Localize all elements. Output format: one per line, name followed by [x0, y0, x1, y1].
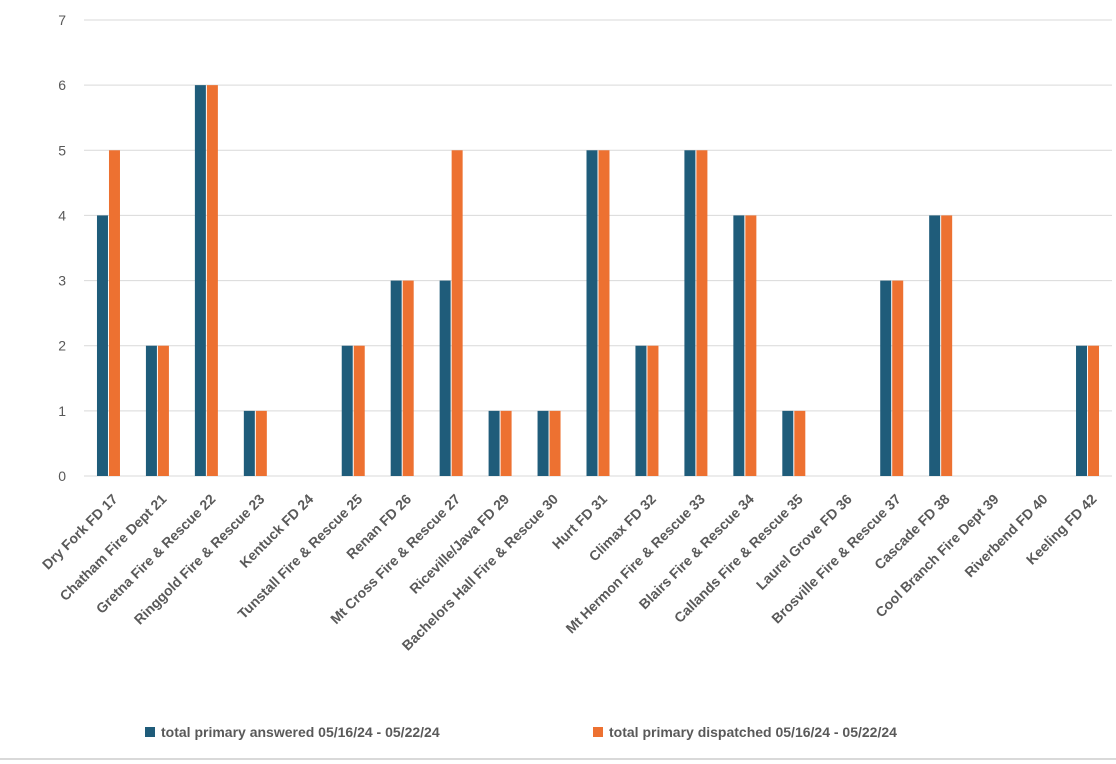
bar-answered: [684, 150, 696, 477]
bar-dispatched: [696, 150, 708, 477]
bar-dispatched: [1088, 345, 1100, 476]
bar-dispatched: [255, 410, 267, 476]
bar-answered: [145, 345, 157, 476]
bars: [96, 85, 1100, 477]
legend-swatch: [145, 727, 155, 737]
bottom-border: [0, 758, 1116, 760]
bar-dispatched: [157, 345, 169, 476]
bar-answered: [194, 85, 206, 477]
y-tick-label: 5: [58, 142, 66, 158]
bar-dispatched: [549, 410, 561, 476]
bar-answered: [635, 345, 647, 476]
bar-dispatched: [451, 150, 463, 477]
y-tick-label: 3: [58, 273, 66, 289]
bar-dispatched: [206, 85, 218, 477]
gridlines: [84, 19, 1112, 477]
bar-answered: [439, 280, 451, 476]
bar-dispatched: [941, 215, 953, 476]
legend-label: total primary dispatched 05/16/24 - 05/2…: [609, 724, 897, 740]
bar-dispatched: [402, 280, 414, 476]
y-tick-label: 4: [58, 207, 66, 223]
bar-answered: [390, 280, 402, 476]
bar-answered: [586, 150, 598, 477]
bar-answered: [488, 410, 500, 476]
y-axis-ticks: 0 1 2 3 4 5 6 7: [58, 12, 66, 484]
bar-answered: [1076, 345, 1088, 476]
bar-dispatched: [598, 150, 610, 477]
bar-dispatched: [892, 280, 904, 476]
x-tick-label: Laurel Grove FD 36: [753, 491, 855, 593]
y-tick-label: 1: [58, 403, 66, 419]
bar-dispatched: [794, 410, 806, 476]
x-tick-label: Riverbend FD 40: [961, 491, 1051, 581]
legend-label: total primary answered 05/16/24 - 05/22/…: [161, 724, 440, 740]
y-tick-label: 2: [58, 338, 66, 354]
bar-answered: [782, 410, 794, 476]
bar-answered: [537, 410, 549, 476]
bar-answered: [243, 410, 255, 476]
bar-answered: [96, 215, 108, 476]
bar-dispatched: [500, 410, 512, 476]
bar-answered: [880, 280, 892, 476]
y-tick-label: 0: [58, 468, 66, 484]
bar-dispatched: [745, 215, 757, 476]
y-tick-label: 6: [58, 77, 66, 93]
bar-answered: [341, 345, 353, 476]
bar-answered: [929, 215, 941, 476]
bar-answered: [733, 215, 745, 476]
bar-dispatched: [353, 345, 365, 476]
bar-dispatched: [108, 150, 120, 477]
bar-dispatched: [647, 345, 659, 476]
y-tick-label: 7: [58, 12, 66, 28]
legend: total primary answered 05/16/24 - 05/22/…: [145, 724, 897, 740]
legend-swatch: [593, 727, 603, 737]
